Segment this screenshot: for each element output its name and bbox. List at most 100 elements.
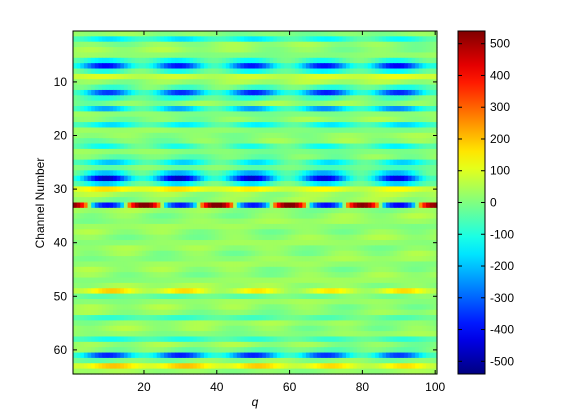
heatmap-cell: [76, 288, 81, 295]
heatmap-cell: [225, 234, 231, 241]
heatmap-cell: [396, 132, 402, 139]
heatmap-cell: [200, 207, 205, 214]
heatmap-cell: [156, 202, 161, 209]
heatmap-cell: [189, 223, 194, 230]
heatmap-cell: [433, 100, 438, 107]
heatmap-cell: [407, 63, 413, 70]
heatmap-cell: [222, 111, 227, 118]
heatmap-cell: [295, 111, 300, 118]
heatmap-cell: [305, 266, 311, 273]
heatmap-cell: [422, 191, 427, 198]
heatmap-cell: [222, 52, 227, 59]
heatmap-cell: [386, 106, 391, 112]
heatmap-cell: [305, 240, 311, 246]
heatmap-cell: [422, 79, 427, 86]
heatmap-cell: [127, 36, 132, 43]
heatmap-cell: [240, 138, 245, 145]
heatmap-cell: [156, 256, 161, 263]
heatmap-cell: [134, 218, 140, 225]
heatmap-cell: [211, 229, 216, 236]
heatmap-cell: [142, 63, 147, 70]
heatmap-cell: [127, 84, 132, 91]
heatmap-cell: [295, 207, 300, 214]
heatmap-cell: [422, 175, 427, 182]
heatmap-cell: [302, 272, 307, 279]
heatmap-cell: [105, 36, 110, 43]
heatmap-cell: [316, 256, 322, 263]
heatmap-cell: [407, 116, 413, 123]
heatmap-cell: [105, 191, 110, 198]
heatmap-cell: [123, 186, 129, 193]
heatmap-cell: [349, 143, 354, 150]
heatmap-cell: [200, 143, 205, 150]
heatmap-cell: [407, 288, 413, 295]
heatmap-cell: [320, 261, 325, 268]
heatmap-cell: [367, 218, 373, 225]
heatmap-cell: [109, 89, 114, 96]
heatmap-cell: [404, 84, 409, 91]
heatmap-cell: [393, 266, 398, 273]
heatmap-cell: [356, 207, 362, 214]
heatmap-cell: [73, 57, 78, 64]
heatmap-cell: [200, 111, 205, 118]
heatmap-cell: [418, 181, 424, 188]
heatmap-cell: [236, 68, 242, 75]
heatmap-cell: [105, 84, 110, 91]
heatmap-cell: [167, 111, 172, 118]
heatmap-cell: [178, 111, 183, 118]
heatmap-cell: [396, 186, 402, 193]
heatmap-cell: [120, 250, 125, 257]
heatmap-cell: [422, 47, 427, 54]
heatmap-cell: [171, 89, 176, 96]
heatmap-cell: [142, 282, 147, 289]
heatmap-cell: [295, 41, 300, 48]
heatmap-cell: [182, 68, 187, 75]
heatmap-cell: [265, 31, 271, 37]
heatmap-cell: [102, 73, 107, 80]
heatmap-cell: [433, 36, 438, 43]
heatmap-cell: [164, 277, 169, 284]
heatmap-cell: [415, 106, 420, 112]
heatmap-cell: [338, 138, 343, 145]
heatmap-cell: [138, 106, 143, 112]
heatmap-cell: [287, 213, 292, 220]
heatmap-cell: [418, 282, 424, 289]
heatmap-cell: [258, 282, 263, 289]
heatmap-cell: [291, 240, 296, 246]
heatmap-cell: [255, 197, 260, 204]
heatmap-cell: [98, 127, 103, 134]
heatmap-cell: [182, 106, 187, 112]
heatmap-cell: [313, 229, 318, 236]
heatmap-cell: [185, 245, 191, 252]
heatmap-cell: [109, 127, 114, 134]
heatmap-cell: [167, 159, 172, 166]
heatmap-cell: [91, 57, 96, 64]
heatmap-cell: [327, 213, 333, 220]
heatmap-cell: [280, 293, 285, 300]
heatmap-cell: [218, 282, 223, 289]
heatmap-cell: [360, 261, 365, 268]
heatmap-cell: [273, 288, 278, 295]
heatmap-cell: [218, 138, 223, 145]
heatmap-cell: [382, 282, 387, 289]
heatmap-cell: [182, 282, 187, 289]
heatmap-cell: [149, 122, 154, 129]
heatmap-cell: [196, 175, 201, 182]
heatmap-cell: [229, 240, 234, 246]
heatmap-cell: [204, 175, 209, 182]
heatmap-cell: [404, 73, 409, 80]
heatmap-cell: [411, 68, 416, 75]
heatmap-cell: [113, 240, 118, 246]
heatmap-cell: [131, 63, 136, 70]
heatmap-cell: [426, 154, 431, 161]
heatmap-cell: [418, 68, 424, 75]
heatmap-cell: [291, 202, 296, 209]
heatmap-cell: [113, 170, 118, 177]
heatmap-cell: [284, 63, 289, 70]
heatmap-cell: [335, 266, 340, 273]
heatmap-cell: [284, 138, 289, 145]
heatmap-cell: [313, 116, 318, 123]
heatmap-cell: [356, 202, 362, 209]
heatmap-cell: [415, 47, 420, 54]
